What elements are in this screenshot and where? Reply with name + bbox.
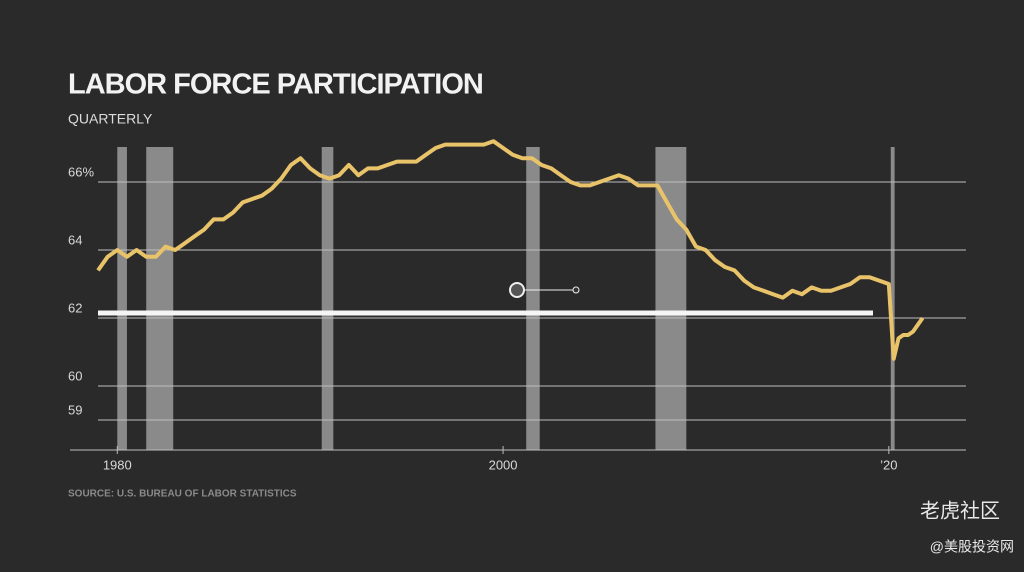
x-tick-label: ’20	[880, 457, 897, 472]
y-tick-label: 64	[68, 232, 82, 247]
chart-subtitle: QUARTERLY	[68, 111, 153, 127]
source: SOURCE: U.S. BUREAU OF LABOR STATISTICS	[68, 489, 297, 500]
annotation-dot	[509, 282, 525, 298]
x-tick-label: 1980	[103, 457, 132, 472]
y-tick-label: 60	[68, 368, 82, 383]
recession-band	[117, 147, 127, 450]
recession-band	[526, 147, 540, 450]
recession-band	[890, 147, 895, 450]
watermark-handle: @美股投资网	[930, 539, 1014, 555]
recession-band	[321, 147, 334, 450]
recession-band	[146, 147, 174, 450]
annotation-end	[572, 286, 580, 294]
y-tick-label: 59	[68, 402, 82, 417]
y-tick-label: 66%	[68, 164, 94, 179]
y-tick-label: 62	[68, 300, 82, 315]
x-tick-label: 2000	[489, 457, 518, 472]
recession-band	[655, 147, 687, 450]
chart-title: LABOR FORCE PARTICIPATION	[68, 69, 483, 101]
data-line	[96, 139, 925, 361]
watermark-brand: 老虎社区	[920, 499, 1000, 522]
